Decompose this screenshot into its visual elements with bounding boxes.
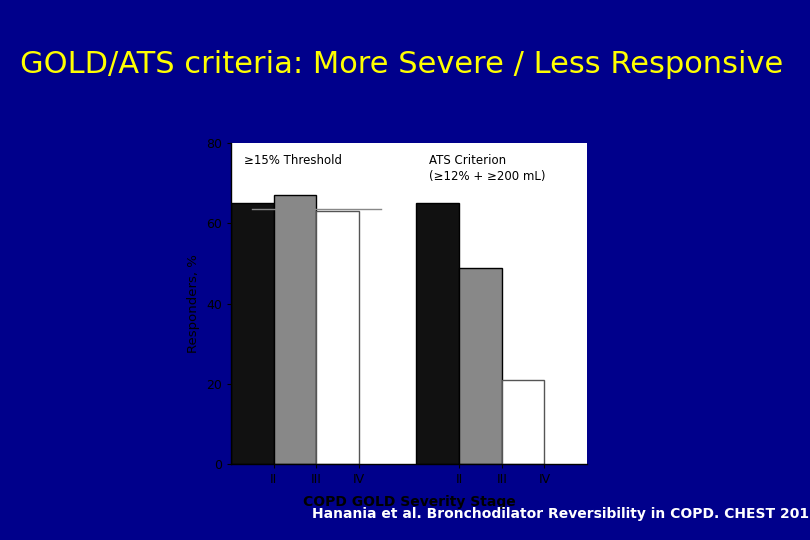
Y-axis label: Responders, %: Responders, % <box>187 254 200 353</box>
Bar <box>274 195 317 464</box>
Text: ATS Criterion: ATS Criterion <box>429 154 506 167</box>
X-axis label: COPD GOLD Severity Stage: COPD GOLD Severity Stage <box>303 495 515 509</box>
Text: GOLD/ATS criteria: More Severe / Less Responsive: GOLD/ATS criteria: More Severe / Less Re… <box>20 50 783 79</box>
Bar <box>459 268 501 464</box>
Bar <box>317 211 359 464</box>
Text: Hanania et al. Bronchodilator Reversibility in COPD. CHEST 2011: Hanania et al. Bronchodilator Reversibil… <box>312 508 810 521</box>
Text: (≥12% + ≥200 mL): (≥12% + ≥200 mL) <box>429 170 545 183</box>
Bar <box>416 204 459 464</box>
Text: ≥15% Threshold: ≥15% Threshold <box>244 154 342 167</box>
Bar <box>501 380 544 464</box>
Bar <box>231 204 274 464</box>
